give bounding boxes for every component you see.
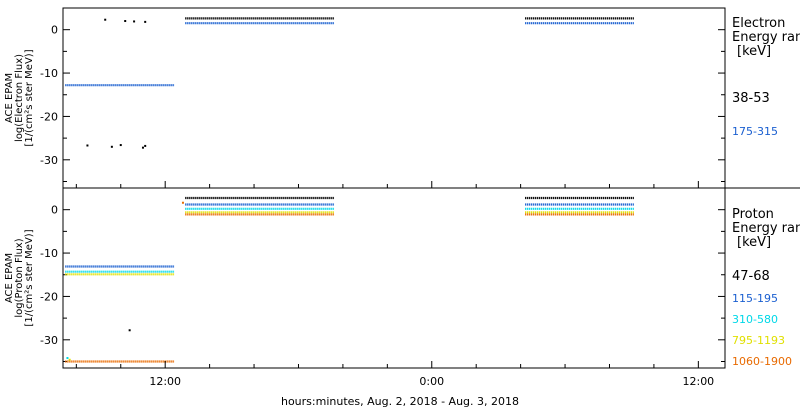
electron-legend: Electron Energy ranges [keV] 38-53 175-3… <box>732 16 800 138</box>
data-point <box>133 20 136 23</box>
y-label-line: ACE EPAM <box>4 253 15 303</box>
data-point <box>86 144 89 147</box>
legend-channel: 795-1193 <box>732 334 785 347</box>
y-tick-label: -10 <box>40 247 58 260</box>
data-point <box>144 20 147 23</box>
y-tick-label: -10 <box>40 67 58 80</box>
y-label-line: log(Electron Flux) <box>14 54 25 142</box>
electron-y-axis-label: ACE EPAM log(Electron Flux) [1/(cm²s ste… <box>4 49 35 146</box>
y-label-line: [1/(cm²s ster MeV)] <box>24 49 35 146</box>
y-label-line: [1/(cm²s ster MeV)] <box>24 229 35 326</box>
y-tick-label: 0 <box>51 24 58 37</box>
legend-channel: 310-580 <box>732 313 778 326</box>
y-tick-label: -30 <box>40 334 58 347</box>
legend-channel: 115-195 <box>732 292 778 305</box>
legend-unit: [keV] <box>737 235 771 250</box>
data-point <box>110 145 113 148</box>
proton-legend: Proton Energy ranges [keV] 47-68 115-195… <box>732 207 800 368</box>
y-tick-label: -20 <box>40 290 58 303</box>
x-tick-label: 0:00 <box>419 375 444 388</box>
x-axis-label: hours:minutes, Aug. 2, 2018 - Aug. 3, 20… <box>281 395 519 408</box>
legend-unit: [keV] <box>737 44 771 59</box>
data-point <box>104 18 107 21</box>
x-tick-label: 12:00 <box>149 375 181 388</box>
legend-subtitle: Energy ranges <box>732 221 800 236</box>
legend-channel: 175-315 <box>732 125 778 138</box>
y-tick-label: -20 <box>40 110 58 123</box>
x-tick-label: 12:00 <box>682 375 714 388</box>
data-point <box>124 20 127 23</box>
data-point <box>66 357 69 360</box>
legend-channel: 47-68 <box>732 269 770 284</box>
legend-title: Electron <box>732 16 785 31</box>
legend-subtitle: Energy ranges <box>732 30 800 45</box>
data-point <box>181 201 184 204</box>
legend-channel: 1060-1900 <box>732 355 792 368</box>
y-label-line: ACE EPAM <box>4 73 15 123</box>
y-tick-label: -30 <box>40 154 58 167</box>
data-point <box>144 144 147 147</box>
proton-y-axis-label: ACE EPAM log(Proton Flux) [1/(cm²s ster … <box>4 229 35 326</box>
legend-channel: 38-53 <box>732 91 770 106</box>
data-point <box>128 329 131 332</box>
data-point <box>68 358 71 361</box>
proton-panel: 0 -10 -20 -30 <box>40 196 725 363</box>
data-point <box>141 146 144 149</box>
electron-panel: 0 -10 -20 -30 <box>40 17 725 182</box>
data-point <box>119 144 122 147</box>
legend-title: Proton <box>732 207 774 222</box>
y-label-line: log(Proton Flux) <box>14 238 25 317</box>
y-tick-label: 0 <box>51 204 58 217</box>
x-axis: 12:00 0:00 12:00 hours:minutes, Aug. 2, … <box>75 181 714 408</box>
